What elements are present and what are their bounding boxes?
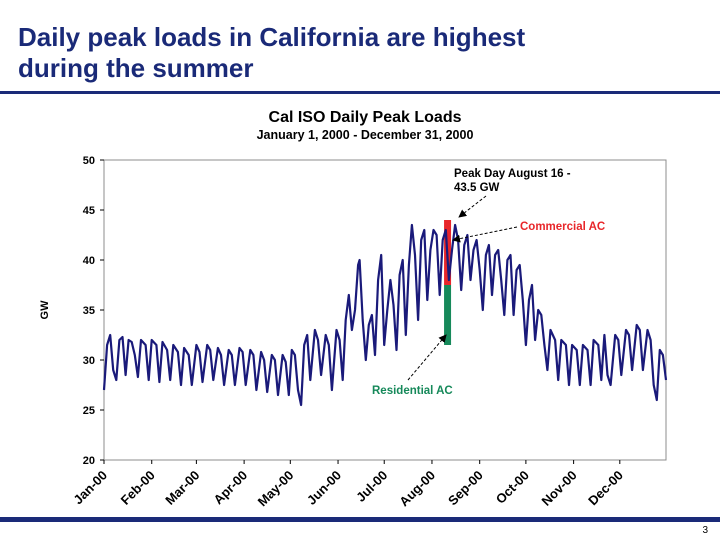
page-number: 3 (702, 525, 708, 536)
plot-layer: 20 25 30 35 40 45 50 Jan-00 Feb-00 Mar-00 Apr-00 Ma… (70, 155, 668, 510)
x-tick-label: Jan-00 (70, 468, 110, 508)
slide-title-line2: during the summer (18, 53, 254, 83)
y-tick-label: 30 (83, 355, 95, 367)
x-tick-label: Dec-00 (585, 468, 626, 509)
slide-title: Daily peak loads in California are highe… (18, 22, 708, 84)
x-tick-label: Aug-00 (396, 468, 438, 510)
y-tick-label: 35 (83, 305, 95, 317)
x-tick-label: Feb-00 (118, 468, 158, 508)
peak-annotation-line1: Peak Day August 16 - (454, 168, 571, 180)
y-tick-label: 45 (83, 205, 95, 217)
x-tick-label: May-00 (255, 468, 297, 510)
commercial-ac-label: Commercial AC (520, 221, 605, 233)
peak-annotation-arrow (458, 195, 487, 218)
peak-load-chart: Cal ISO Daily Peak Loads January 1, 2000… (39, 109, 668, 510)
title-divider (0, 91, 720, 94)
bar-segment-residential-ac (444, 285, 452, 345)
x-tick-label: Nov-00 (538, 468, 579, 509)
footer-divider (0, 517, 720, 522)
peak-annotation-line2: 43.5 GW (454, 182, 500, 194)
y-tick-label: 25 (83, 405, 95, 417)
slide-title-line1: Daily peak loads in California are highe… (18, 22, 526, 52)
residential-ac-arrow (407, 334, 447, 381)
x-tick-label: Apr-00 (211, 468, 251, 508)
chart-title-group: Cal ISO Daily Peak Loads January 1, 2000… (257, 109, 474, 142)
x-tick-label: Oct-00 (493, 468, 532, 507)
x-tick-label: Jun-00 (304, 468, 344, 508)
x-tick-label: Mar-00 (162, 468, 202, 508)
annotation-layer: Peak Day August 16 - 43.5 GW Commercial … (372, 168, 605, 397)
residential-ac-label: Residential AC (372, 385, 453, 397)
chart-subtitle: January 1, 2000 - December 31, 2000 (257, 128, 474, 142)
x-tick-label: Sep-00 (445, 468, 486, 509)
y-tick-label: 20 (83, 455, 95, 467)
x-tick-label: Jul-00 (353, 468, 390, 505)
commercial-ac-arrow (452, 226, 518, 243)
y-axis-label: GW (39, 300, 51, 320)
chart-title: Cal ISO Daily Peak Loads (269, 109, 462, 126)
y-tick-label: 40 (83, 255, 95, 267)
y-tick-label: 50 (83, 155, 95, 167)
series-line (102, 223, 668, 407)
plot-frame (103, 159, 667, 461)
